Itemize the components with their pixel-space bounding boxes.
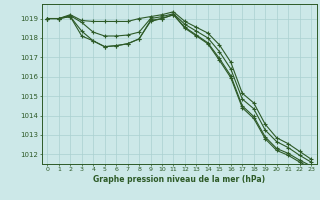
X-axis label: Graphe pression niveau de la mer (hPa): Graphe pression niveau de la mer (hPa)	[93, 175, 265, 184]
